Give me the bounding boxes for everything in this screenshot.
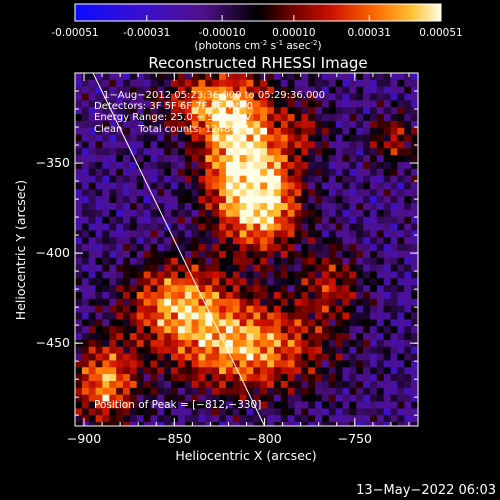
colorbar-tick-label: 0.00031: [348, 27, 391, 39]
colorbar-tick-label: -0.00051: [51, 27, 98, 39]
x-axis-label: Heliocentric X (arcsec): [175, 448, 316, 463]
x-tick-label: −800: [247, 431, 281, 446]
heatmap: [75, 73, 418, 426]
colorbar-tick-label: 0.00051: [419, 27, 462, 39]
footer-timestamp: 13−May−2022 06:03: [356, 483, 496, 498]
x-tick-label: −900: [67, 431, 101, 446]
y-tick-label: −400: [36, 245, 70, 260]
colorbar-ticks: -0.00051 -0.00031 -0.00010 0.00010 0.00031 0.…: [51, 15, 463, 39]
annotation-time: 1−Aug−2012 05:23:36.000 to 05:29:36.000: [103, 90, 325, 101]
y-axis-ticks: −350 −400 −450: [36, 72, 418, 416]
chart-title: Reconstructed RHESSI Image: [148, 54, 367, 72]
x-tick-label: −750: [338, 431, 372, 446]
annotation-energy: Energy Range: 25.0 − 50.0 keV: [94, 112, 251, 123]
annotation-detectors: Detectors: 3F 5F 6F 7F 8F, Att 0: [94, 101, 253, 112]
y-tick-label: −350: [36, 155, 70, 170]
solar-limb-line: [92, 73, 266, 426]
x-axis-ticks: −900 −850 −800 −750: [67, 73, 410, 446]
annotation-peak: Position of Peak = [−812,−330]: [94, 399, 261, 411]
y-tick-label: −450: [36, 335, 70, 350]
colorbar-tick-label: -0.00031: [123, 27, 170, 39]
annotation-method: Clean Total counts: 1248404: [94, 124, 249, 135]
colorbar-tick-label: -0.00010: [199, 27, 246, 39]
x-tick-label: −850: [157, 431, 191, 446]
y-axis-label: Heliocentric Y (arcsec): [13, 180, 28, 320]
colorbar-units-label: (photons cm-2 s-1 asec-2): [194, 39, 321, 52]
colorbar: [74, 3, 442, 22]
colorbar-tick-label: 0.00010: [272, 27, 315, 39]
